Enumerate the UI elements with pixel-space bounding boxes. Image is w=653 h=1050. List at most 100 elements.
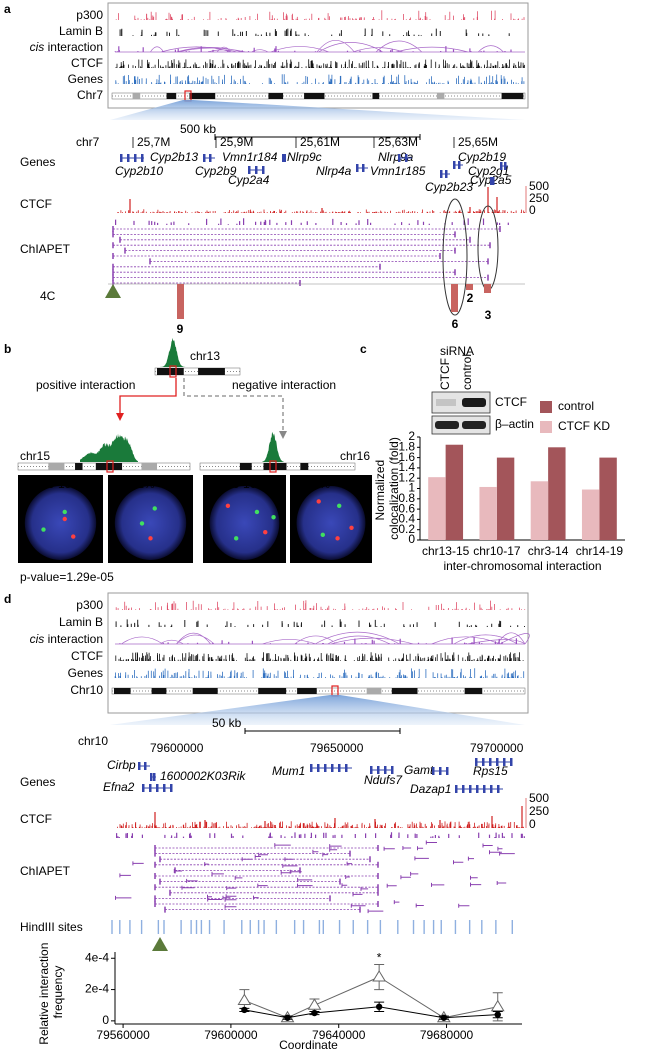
gene-exon [370, 766, 373, 774]
point [241, 1006, 248, 1014]
gene-exon [446, 767, 449, 775]
blot [431, 415, 491, 435]
chromosome-ideogram-band [189, 93, 216, 99]
blot-band [462, 421, 486, 429]
chiapet-anchor [112, 231, 456, 238]
point [375, 1003, 383, 1010]
chiapet-fragment [132, 861, 144, 866]
chiapet-fragment [253, 895, 259, 900]
gene-exon [144, 762, 147, 770]
chiapet-fragment [274, 843, 291, 848]
fourc-peak-label: 2 [467, 291, 474, 305]
chiapet-fragment [329, 847, 338, 852]
gene-exon [153, 773, 156, 781]
chr15-ideogram-band [95, 463, 123, 470]
gene-exon [138, 762, 141, 770]
point [494, 1011, 501, 1018]
chromosome-ideogram-band [366, 688, 382, 694]
chiapet-anchor [174, 867, 301, 874]
y-tick-label: 2 [408, 429, 415, 443]
chrom-label: chr15 [20, 449, 50, 463]
p300-track [115, 10, 525, 20]
track-label: HindIII sites [20, 920, 83, 934]
ctcf-scale-label: 500 [529, 179, 549, 193]
bar [428, 477, 446, 540]
ctcf-scale-label: 250 [529, 191, 549, 205]
interaction-circle [442, 198, 468, 316]
gene-name: Cyp2b13 [150, 150, 198, 164]
fish-signal [71, 534, 76, 539]
chr16-ideogram-band [263, 463, 287, 470]
fourc-peak [451, 284, 458, 312]
gene-exon [492, 177, 495, 185]
chiapet-fragment [470, 882, 482, 887]
y-tick-label: 2e-4 [85, 982, 109, 996]
chiapet-anchor [154, 884, 379, 891]
coord-label: 25,7M [137, 135, 170, 149]
point [440, 1014, 448, 1021]
chiapet-fragment [393, 900, 400, 905]
chromosome-ideogram-band [372, 93, 380, 99]
gene-exon [156, 784, 159, 792]
bar [479, 486, 497, 540]
chiapet-anchor [112, 274, 489, 281]
chiapet-ticks [116, 832, 525, 838]
chr16-ideogram-band [300, 463, 309, 470]
gene-name: Cyp2b9 [195, 164, 237, 178]
chr15-ideogram-band [75, 463, 83, 470]
gene-exon [497, 785, 500, 793]
fish-label: 7.49% [296, 477, 330, 491]
gene-exon [149, 784, 152, 792]
chr16-ideogram-band [239, 463, 252, 470]
chiapet-fragment [425, 840, 437, 845]
gene-name: Rps15 [473, 764, 508, 778]
chromosome-ideogram-band [268, 93, 284, 99]
track-label: Genes [20, 775, 55, 789]
legend-swatch [540, 401, 552, 413]
chromosome-ideogram-band [192, 688, 218, 694]
genes-overview-track [115, 74, 525, 84]
y-tick-label: 1.6 [398, 450, 415, 464]
gene-exon [504, 162, 507, 170]
fish-signal [62, 516, 67, 522]
nucleus [209, 486, 280, 560]
gene-name: Nlrp9a [378, 150, 414, 164]
coord-label: 25,9M [220, 135, 253, 149]
gene-exon [345, 764, 348, 772]
gene-exon [445, 170, 448, 178]
chiapet-fragment [367, 909, 384, 914]
x-tick-label: 79680000 [420, 1028, 474, 1042]
gene-exon [141, 154, 144, 162]
gene-exon [469, 785, 472, 793]
nucleus [24, 486, 97, 560]
chiapet-anchor [154, 895, 331, 902]
fish-signal [152, 506, 157, 511]
fish-signal [349, 525, 354, 530]
chiapet-fragment [257, 883, 268, 888]
fish-label: chr13-16 [209, 477, 257, 491]
gene-exon [476, 785, 479, 793]
chr15-ideogram-mark [106, 460, 114, 473]
gene-exon [310, 764, 313, 772]
chiapet-fragment [181, 885, 195, 890]
chiapet-anchor [154, 901, 379, 907]
chromosome-ideogram-band [304, 93, 325, 99]
coord-label: 25,63M [378, 135, 418, 149]
gene-name: Efna2 [103, 780, 135, 794]
fish-signal [148, 536, 153, 541]
fourc-peak [177, 284, 184, 319]
fish-signal [335, 536, 340, 541]
track-label: Lamin B [59, 615, 103, 629]
chr15-ideogram-band [48, 463, 65, 470]
chr16-peak [262, 432, 284, 462]
y-tick-label: 0.2 [398, 522, 415, 536]
gene-exon [503, 758, 506, 766]
blot-band [462, 398, 486, 407]
scale-bar [244, 728, 401, 734]
cis-track [115, 39, 525, 53]
x-tick-label: chr14-19 [576, 544, 624, 558]
x-axis-label: inter-chromosomal interaction [443, 559, 601, 573]
gene-exon [398, 154, 401, 162]
track-label: CTCF [71, 649, 103, 663]
annotation: * [377, 951, 382, 965]
